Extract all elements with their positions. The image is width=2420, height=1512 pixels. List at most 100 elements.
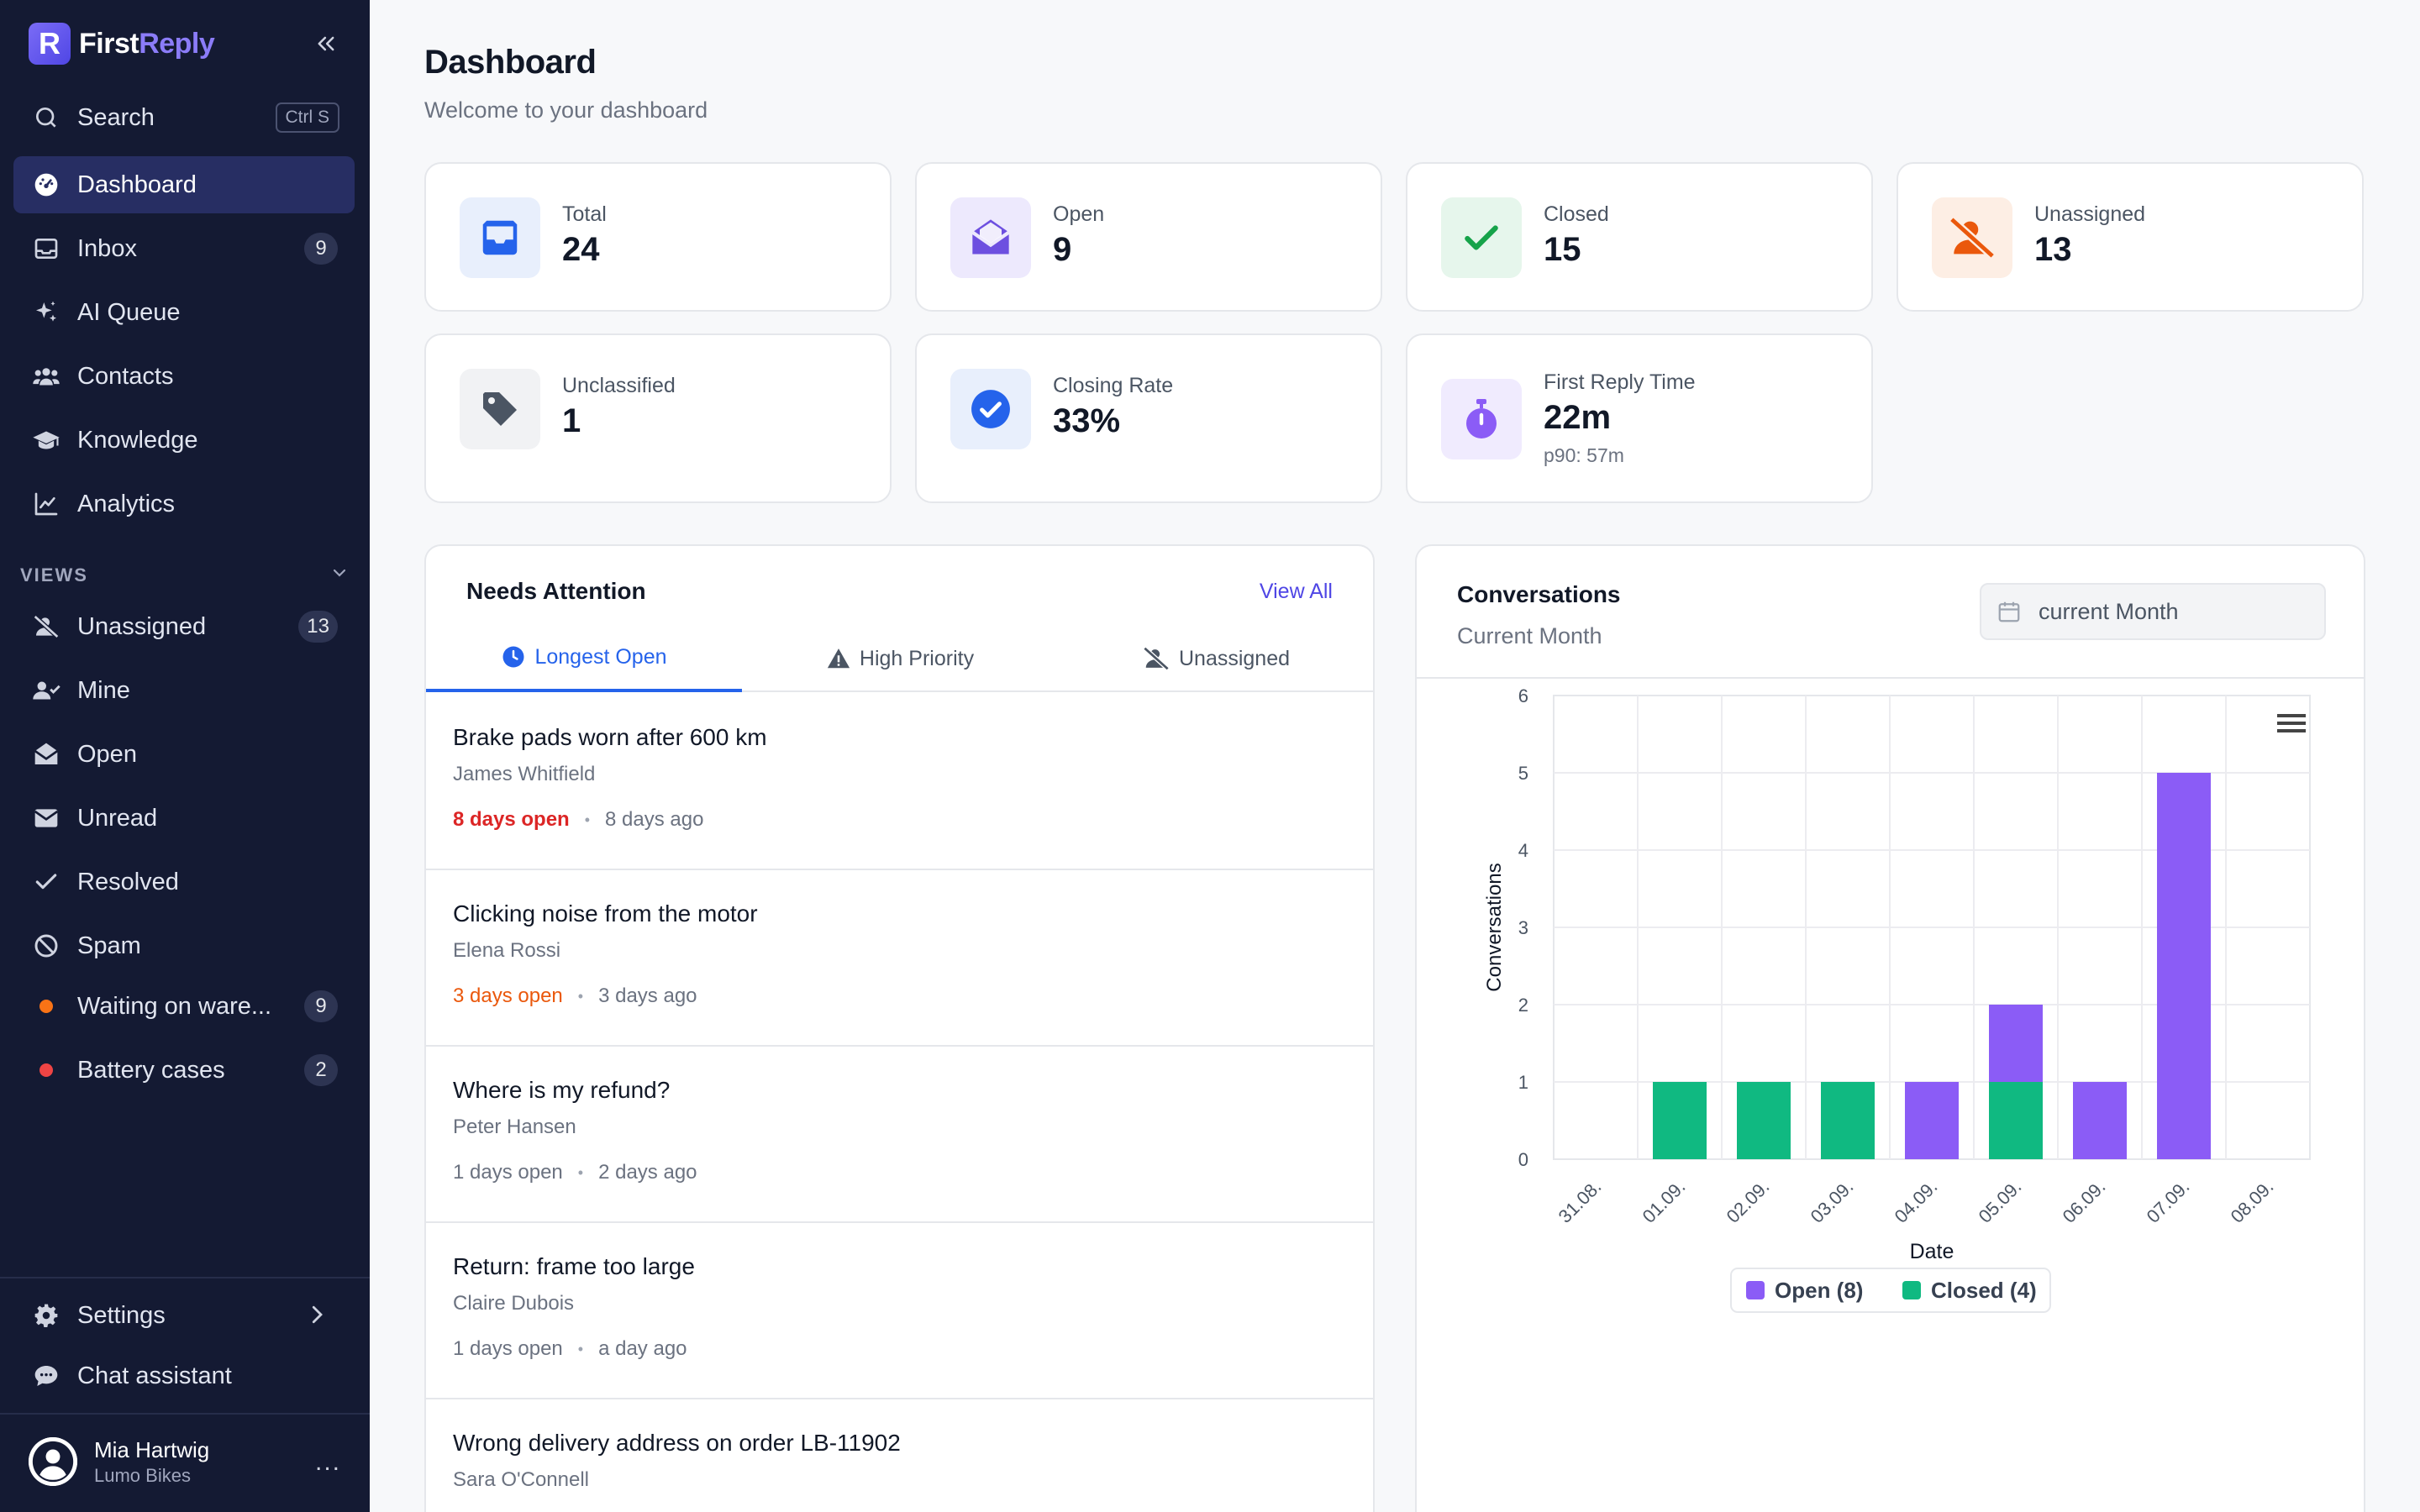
y-tick-label: 3 (1518, 917, 1528, 938)
stat-card-first-reply-time[interactable]: First Reply Time 22m p90: 57m (1406, 333, 1873, 503)
sidebar-view-battery-cases[interactable]: Battery cases 2 (13, 1042, 355, 1099)
conversation-contact: James Whitfield (453, 763, 596, 785)
tab-longest-open[interactable]: Longest Open (426, 625, 742, 692)
sidebar-view-unassigned[interactable]: Unassigned 13 (13, 598, 355, 655)
x-tick-label: 03.09. (1807, 1176, 1858, 1227)
x-tick-label: 08.09. (2227, 1176, 2278, 1227)
page-title: Dashboard (424, 44, 597, 81)
y-tick-label: 6 (1518, 685, 1528, 706)
app-logo[interactable]: R FirstReply (29, 22, 341, 66)
attention-tabs: Longest Open High Priority Unassigned (426, 625, 1373, 692)
warning-icon (826, 646, 851, 671)
check-icon (32, 868, 60, 896)
panel-title: Needs Attention (466, 578, 646, 604)
conversation-title: Return: frame too large (453, 1253, 695, 1279)
bar-open-5 (1989, 1005, 2043, 1082)
conversations-panel: Conversations Current Month current Mont… (1415, 544, 2365, 1512)
envelope-icon (32, 804, 60, 832)
user-menu-button[interactable]: ... (314, 1448, 341, 1476)
conversation-meta: 3 days open • 3 days ago (453, 984, 697, 1007)
conversation-title: Clicking noise from the motor (453, 900, 758, 927)
conversation-contact: Elena Rossi (453, 939, 561, 962)
open-duration: 1 days open (453, 1337, 563, 1360)
sidebar-item-analytics[interactable]: Analytics (13, 475, 355, 533)
view-all-link[interactable]: View All (1259, 580, 1333, 603)
calendar-icon (1996, 599, 2022, 624)
panel-title: Conversations (1457, 581, 1621, 607)
y-tick-label: 2 (1518, 995, 1528, 1016)
stat-value: 33% (1053, 402, 1121, 439)
sidebar-item-dashboard[interactable]: Dashboard (13, 156, 355, 213)
sidebar-item-label: Inbox (77, 234, 137, 262)
bar-open-4 (1905, 1082, 1959, 1159)
sidebar-view-open[interactable]: Open (13, 726, 355, 783)
chevron-down-icon[interactable] (329, 563, 350, 587)
sidebar-view-mine[interactable]: Mine (13, 662, 355, 719)
stopwatch-icon (1441, 379, 1522, 459)
conversations-bar-chart: 0 1 2 3 4 5 6 31.08. 01.09. 02.09. 03.09. 04.09. 05.… (1483, 685, 2311, 1313)
user-org: Lumo Bikes (94, 1464, 191, 1486)
sidebar-item-settings[interactable]: Settings (13, 1287, 355, 1344)
x-tick-label: 06.09. (2059, 1176, 2110, 1227)
x-tick-label: 07.09. (2143, 1176, 2194, 1227)
list-item[interactable]: Wrong delivery address on order LB-11902… (426, 1399, 1373, 1512)
list-item[interactable]: Return: frame too large Claire Dubois 1 … (426, 1223, 1373, 1399)
stat-card-unassigned[interactable]: Unassigned 13 (1897, 162, 2364, 312)
stat-card-open[interactable]: Open 9 (915, 162, 1382, 312)
stat-label: Closing Rate (1053, 374, 1174, 397)
tab-high-priority[interactable]: High Priority (742, 625, 1058, 692)
legend-item-closed[interactable]: Closed (4) (1902, 1278, 2037, 1303)
stat-label: First Reply Time (1544, 370, 1696, 394)
sidebar-view-resolved[interactable]: Resolved (13, 853, 355, 911)
sidebar-view-waiting-on-warehouse[interactable]: Waiting on ware... 9 (13, 978, 355, 1035)
stat-card-closed[interactable]: Closed 15 (1406, 162, 1873, 312)
list-item[interactable]: Where is my refund? Peter Hansen 1 days … (426, 1047, 1373, 1223)
chart-menu-icon[interactable] (2277, 714, 2306, 732)
sidebar-item-label: Dashboard (77, 171, 197, 198)
stat-card-closing-rate[interactable]: Closing Rate 33% (915, 333, 1382, 503)
sidebar-item-label: Unread (77, 804, 158, 832)
sidebar-item-contacts[interactable]: Contacts (13, 348, 355, 405)
stat-value: 24 (562, 231, 600, 268)
x-tick-label: 01.09. (1639, 1176, 1690, 1227)
stat-value: 9 (1053, 231, 1072, 268)
users-icon (32, 362, 60, 391)
bar-open-7 (2157, 773, 2211, 1159)
battery-count-badge: 2 (304, 1054, 338, 1086)
stat-card-total[interactable]: Total 24 (424, 162, 892, 312)
legend-label: Open (8) (1775, 1278, 1863, 1303)
bar-closed-1 (1653, 1082, 1707, 1159)
sidebar-item-label: Spam (77, 932, 141, 959)
collapse-sidebar-icon[interactable] (311, 29, 341, 59)
date-range-picker[interactable]: current Month (1980, 583, 2326, 640)
list-item[interactable]: Brake pads worn after 600 km James Whitf… (426, 694, 1373, 870)
created-ago: 3 days ago (598, 984, 697, 1007)
stat-card-unclassified[interactable]: Unclassified 1 (424, 333, 892, 503)
divider (1417, 677, 2364, 679)
tab-unassigned[interactable]: Unassigned (1058, 625, 1373, 692)
sidebar-item-knowledge[interactable]: Knowledge (13, 412, 355, 469)
x-axis-label: Date (1910, 1240, 1954, 1263)
user-profile[interactable]: Mia Hartwig Lumo Bikes ... (29, 1435, 341, 1488)
inbox-count-badge: 9 (304, 233, 338, 265)
conversation-title: Brake pads worn after 600 km (453, 724, 767, 750)
sidebar-item-ai-queue[interactable]: AI Queue (13, 284, 355, 341)
tag-icon (460, 369, 540, 449)
sidebar-view-spam[interactable]: Spam (13, 917, 355, 974)
sidebar-item-label: Contacts (77, 362, 174, 390)
logo-mark: R (29, 23, 71, 65)
conversation-meta: 1 days open • a day ago (453, 1337, 687, 1360)
sidebar-view-unread[interactable]: Unread (13, 790, 355, 847)
search-shortcut: Ctrl S (275, 102, 339, 133)
envelope-open-icon (950, 197, 1031, 278)
label-dot-icon (32, 1056, 60, 1084)
bar-closed-5 (1989, 1082, 2043, 1159)
list-item[interactable]: Clicking noise from the motor Elena Ross… (426, 870, 1373, 1047)
legend-item-open[interactable]: Open (8) (1746, 1278, 1863, 1303)
sidebar-item-inbox[interactable]: Inbox 9 (13, 220, 355, 277)
created-ago: a day ago (598, 1337, 687, 1360)
sidebar-item-chat-assistant[interactable]: Chat assistant (13, 1347, 355, 1404)
stat-value: 22m (1544, 399, 1612, 436)
stat-note-p90: p90: 57m (1544, 444, 1624, 466)
search-button[interactable]: Search Ctrl S (13, 89, 355, 146)
